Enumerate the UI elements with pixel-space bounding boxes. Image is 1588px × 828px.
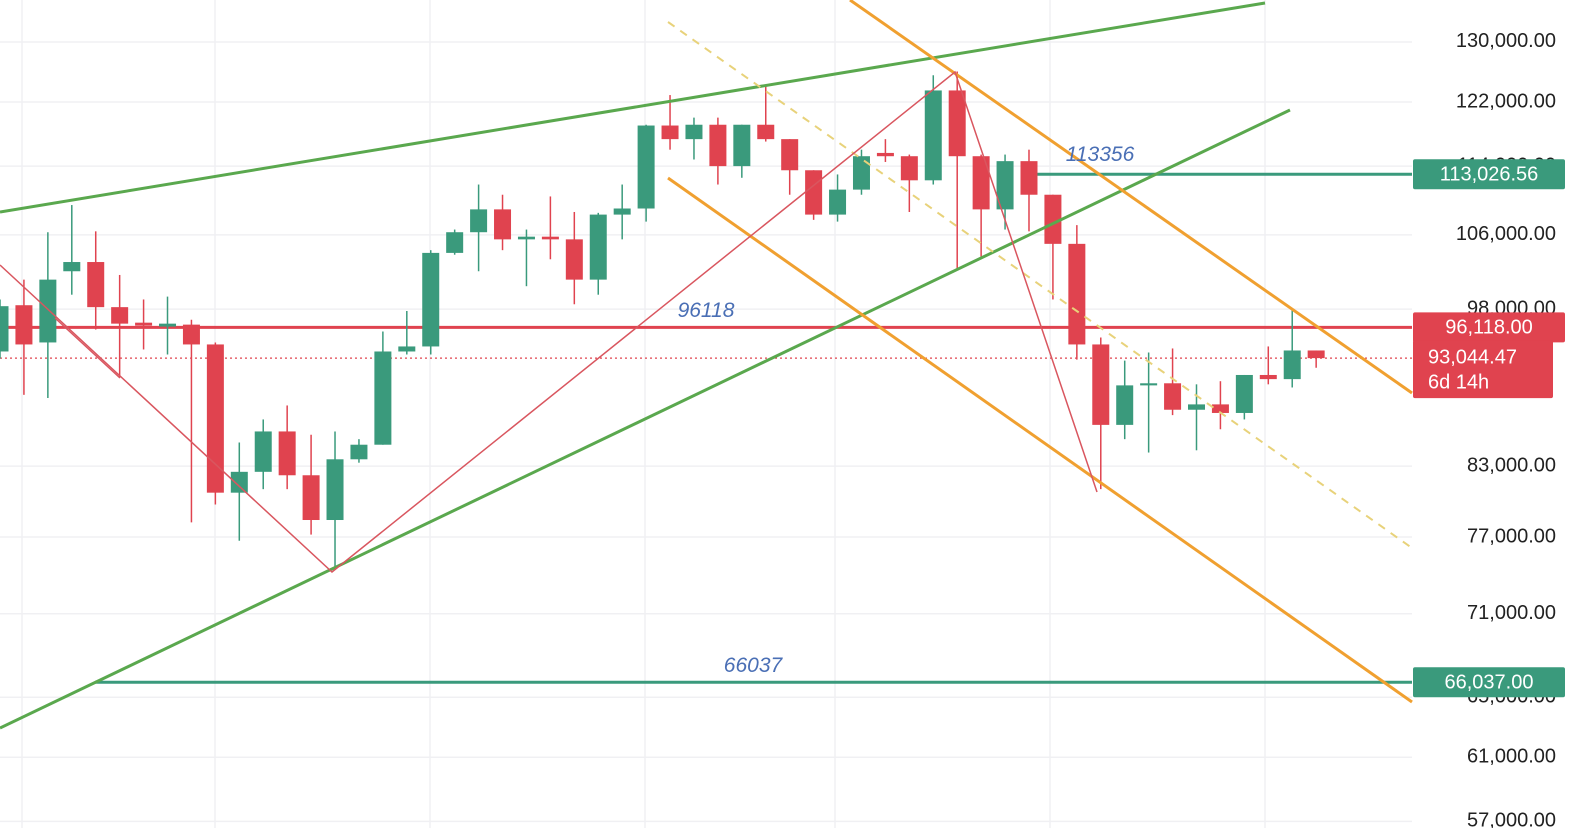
candle-body — [1283, 350, 1301, 380]
candle-body — [15, 305, 33, 345]
y-tick-label: 61,000.00 — [1467, 746, 1556, 768]
candle-body — [517, 236, 535, 240]
candle-body — [182, 324, 200, 345]
candle-body — [278, 431, 296, 476]
candle-body — [900, 156, 918, 181]
y-tick-label: 71,000.00 — [1467, 602, 1556, 624]
candle-body — [661, 125, 679, 140]
candle-body — [159, 323, 177, 327]
candle-body — [63, 262, 81, 272]
y-tick-label: 106,000.00 — [1456, 223, 1556, 245]
annotation: 66037 — [724, 654, 784, 677]
price-label-box — [1413, 159, 1565, 190]
y-tick-label: 130,000.00 — [1456, 30, 1556, 52]
candle-body — [1164, 383, 1182, 410]
price-label: 66,037.00 — [1445, 672, 1534, 694]
candle-body — [876, 152, 894, 157]
candle-body — [1116, 385, 1134, 425]
y-tick-label: 83,000.00 — [1467, 454, 1556, 476]
candle-body — [805, 170, 823, 215]
candle-body — [1140, 383, 1158, 386]
candle-body — [446, 232, 464, 253]
channel-line — [849, 0, 1413, 395]
candle-body — [565, 239, 583, 280]
candle-body — [39, 279, 57, 343]
candle-body — [206, 344, 224, 493]
candle-body — [230, 471, 248, 493]
y-tick-label: 122,000.00 — [1456, 90, 1556, 112]
candle-body — [685, 124, 703, 140]
last-price-box — [1413, 340, 1553, 399]
trend-line — [0, 108, 1291, 730]
candle-body — [948, 90, 966, 157]
candle-body — [302, 475, 320, 521]
candle-body — [1235, 374, 1253, 413]
candle-body — [1044, 194, 1062, 244]
last-price-label: 93,044.47 — [1428, 346, 1517, 368]
candle-body — [709, 124, 727, 167]
candle-body — [781, 139, 799, 171]
y-tick-label: 57,000.00 — [1467, 810, 1556, 828]
candle-body — [613, 208, 631, 215]
price-label: 113,026.56 — [1440, 163, 1539, 185]
candle-body — [350, 444, 368, 460]
candle-body — [757, 124, 775, 140]
candle-body — [494, 209, 512, 240]
candle-body — [87, 262, 105, 308]
zigzag — [0, 70, 1098, 573]
candle-body — [374, 351, 392, 445]
candle-body — [326, 459, 344, 521]
candle-body — [1068, 243, 1086, 345]
y-tick-label: 77,000.00 — [1467, 525, 1556, 547]
annotation: 96118 — [678, 299, 735, 322]
candle-body — [111, 307, 129, 324]
price-label: 96,118.00 — [1445, 317, 1533, 339]
zigzag — [54, 317, 121, 379]
candle-body — [254, 431, 272, 472]
candle-body — [1092, 344, 1110, 425]
candle-body — [589, 214, 607, 280]
candle-body — [0, 306, 9, 352]
candle-body — [996, 161, 1014, 210]
candle-body — [398, 346, 416, 352]
annotation: 113356 — [1066, 143, 1135, 166]
countdown: 6d 14h — [1428, 371, 1489, 393]
candle-body — [733, 124, 751, 167]
candle-body — [1188, 404, 1205, 410]
candle-body — [924, 90, 942, 181]
candle-body — [470, 209, 488, 233]
price-label-box — [1413, 667, 1565, 698]
candle-body — [1307, 350, 1325, 359]
channel-line — [667, 176, 1413, 704]
candle-body — [829, 189, 847, 215]
drawing-tools — [0, 0, 1413, 730]
trend-line — [0, 1, 1266, 214]
candle-body — [1211, 404, 1229, 413]
channel-midline — [667, 21, 1413, 549]
candle-body — [852, 156, 870, 190]
candle-body — [1259, 374, 1277, 380]
candle-body — [972, 156, 990, 210]
candle-body — [541, 236, 559, 240]
price-label-box — [1413, 312, 1565, 343]
candle-body — [422, 252, 440, 347]
candle-body — [637, 125, 655, 209]
candle-body — [135, 322, 153, 326]
candle-body — [1020, 161, 1038, 195]
